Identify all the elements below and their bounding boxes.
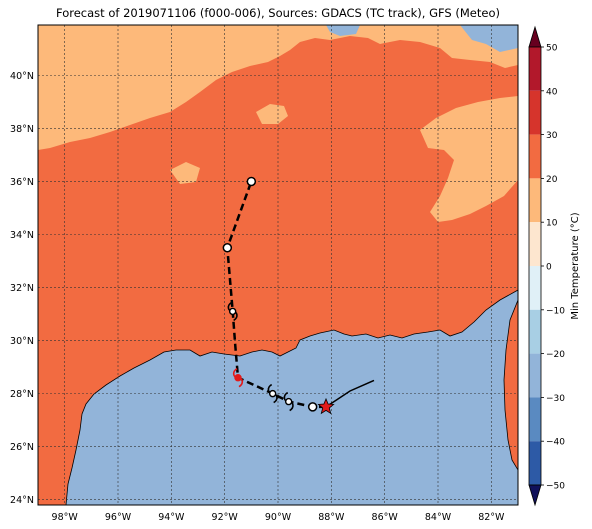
gridlines bbox=[38, 25, 518, 505]
colorbar-label: Min Temperature (°C) bbox=[570, 212, 581, 319]
land-area-cool-spot-2 bbox=[170, 162, 200, 184]
land-area-cool-north bbox=[38, 25, 518, 150]
lake-patch-northeast bbox=[460, 25, 518, 52]
lon-tick-label: 88°W bbox=[318, 512, 345, 523]
colorbar-segment bbox=[529, 309, 541, 354]
colorbar-segment bbox=[529, 441, 541, 485]
land-area-florida bbox=[503, 299, 518, 471]
track-point-circle bbox=[307, 402, 318, 412]
colorbar-tick-label: −20 bbox=[546, 350, 565, 360]
colorbar-tick-label: 30 bbox=[546, 131, 558, 141]
land-area-cool-east bbox=[420, 96, 518, 222]
colorbar-ticks: 50 40 30 20 10 0 −10 −20 −30 −40 −50 bbox=[541, 44, 565, 492]
lat-tick-label: 34°N bbox=[10, 230, 34, 241]
colorbar: 50 40 30 20 10 0 −10 −20 −30 −40 −50 Min Temperatu… bbox=[528, 25, 581, 507]
lat-tick-label: 40°N bbox=[10, 71, 34, 82]
map-area bbox=[38, 25, 518, 505]
track-markers bbox=[222, 176, 335, 415]
lat-tick-label: 36°N bbox=[10, 177, 34, 188]
colorbar-tick-label: −50 bbox=[546, 482, 565, 492]
lat-tick-label: 26°N bbox=[10, 442, 34, 453]
lon-tick-label: 94°W bbox=[158, 512, 185, 523]
lon-tick-label: 84°W bbox=[425, 512, 452, 523]
lat-tick-label: 24°N bbox=[10, 495, 34, 506]
colorbar-tick-label: 40 bbox=[546, 87, 558, 97]
map-frame bbox=[37, 24, 519, 506]
track-point-circle bbox=[246, 176, 257, 187]
lat-tick-label: 28°N bbox=[10, 389, 34, 400]
lat-tick-label: 38°N bbox=[10, 124, 34, 135]
colorbar-extend-top bbox=[528, 25, 542, 48]
lon-tick-label: 90°W bbox=[265, 512, 292, 523]
colorbar-segment bbox=[529, 134, 541, 179]
lat-tick-label: 30°N bbox=[10, 336, 34, 347]
colorbar-tick-label: −10 bbox=[546, 306, 565, 316]
latitude-tick-labels: 24°N 26°N 28°N 30°N 32°N 34°N 36°N 38°N 40°N bbox=[10, 71, 34, 506]
colorbar-segment bbox=[529, 353, 541, 398]
colorbar-segment bbox=[529, 90, 541, 135]
lake-patch-north bbox=[326, 25, 360, 36]
colorbar-segment bbox=[529, 178, 541, 223]
colorbar-segment bbox=[529, 222, 541, 266]
map-title: Forecast of 2019071106 (f000-006), Sourc… bbox=[56, 6, 500, 20]
longitude-tick-labels: 98°W 96°W 94°W 92°W 90°W 88°W 86°W 84°W 82°W bbox=[52, 512, 506, 523]
lon-tick-label: 96°W bbox=[105, 512, 132, 523]
colorbar-segment bbox=[529, 47, 541, 91]
tropical-storm-icon bbox=[227, 301, 238, 322]
lon-tick-label: 92°W bbox=[212, 512, 239, 523]
lon-tick-label: 98°W bbox=[52, 512, 79, 523]
colorbar-tick-label: −30 bbox=[546, 394, 565, 404]
land-area-cool-spot-1 bbox=[256, 104, 288, 124]
current-position-star-icon bbox=[317, 397, 335, 415]
colorbar-segments bbox=[528, 25, 542, 507]
lon-tick-label: 82°W bbox=[478, 512, 505, 523]
colorbar-tick-label: −40 bbox=[546, 438, 565, 448]
colorbar-tick-label: 10 bbox=[546, 219, 558, 229]
lat-tick-label: 32°N bbox=[10, 283, 34, 294]
colorbar-tick-label: 50 bbox=[546, 44, 558, 54]
tropical-storm-icon bbox=[283, 391, 294, 412]
tropical-storm-red-icon bbox=[232, 368, 244, 388]
colorbar-segment bbox=[529, 266, 541, 310]
colorbar-extend-bottom bbox=[528, 484, 542, 507]
track-point-circle bbox=[222, 243, 233, 253]
tropical-storm-icon bbox=[267, 383, 278, 404]
lon-tick-label: 86°W bbox=[372, 512, 399, 523]
colorbar-tick-label: 20 bbox=[546, 175, 558, 185]
colorbar-tick-label: 0 bbox=[546, 263, 552, 273]
colorbar-segment bbox=[529, 397, 541, 442]
